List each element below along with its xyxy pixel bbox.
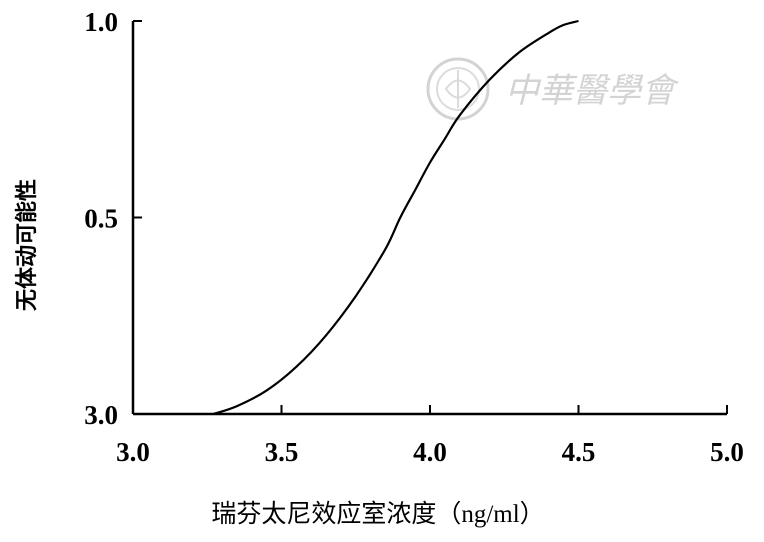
x-tick-label: 3.0 — [116, 437, 150, 467]
watermark: 中華醫學會 — [426, 57, 680, 121]
x-tick-label: 4.0 — [413, 437, 447, 467]
y-tick-label: 3.0 — [84, 400, 118, 430]
series-line — [212, 19, 579, 416]
y-tick-label: 0.5 — [84, 204, 118, 234]
ticks: 3.0 3.5 4.0 4.5 5.0 3.0 0.5 1.0 — [84, 7, 744, 467]
x-tick-label: 5.0 — [710, 437, 744, 467]
y-tick-label: 1.0 — [84, 7, 118, 37]
society-seal-icon — [426, 57, 490, 121]
watermark-text: 中華醫學會 — [505, 73, 680, 110]
x-tick-label: 4.5 — [562, 437, 596, 467]
y-axis-label: 无体动可能性 — [14, 179, 39, 311]
x-tick-label: 3.5 — [265, 437, 299, 467]
series — [212, 19, 579, 416]
x-axis-label: 瑞芬太尼效应室浓度（ng/ml） — [211, 500, 544, 528]
